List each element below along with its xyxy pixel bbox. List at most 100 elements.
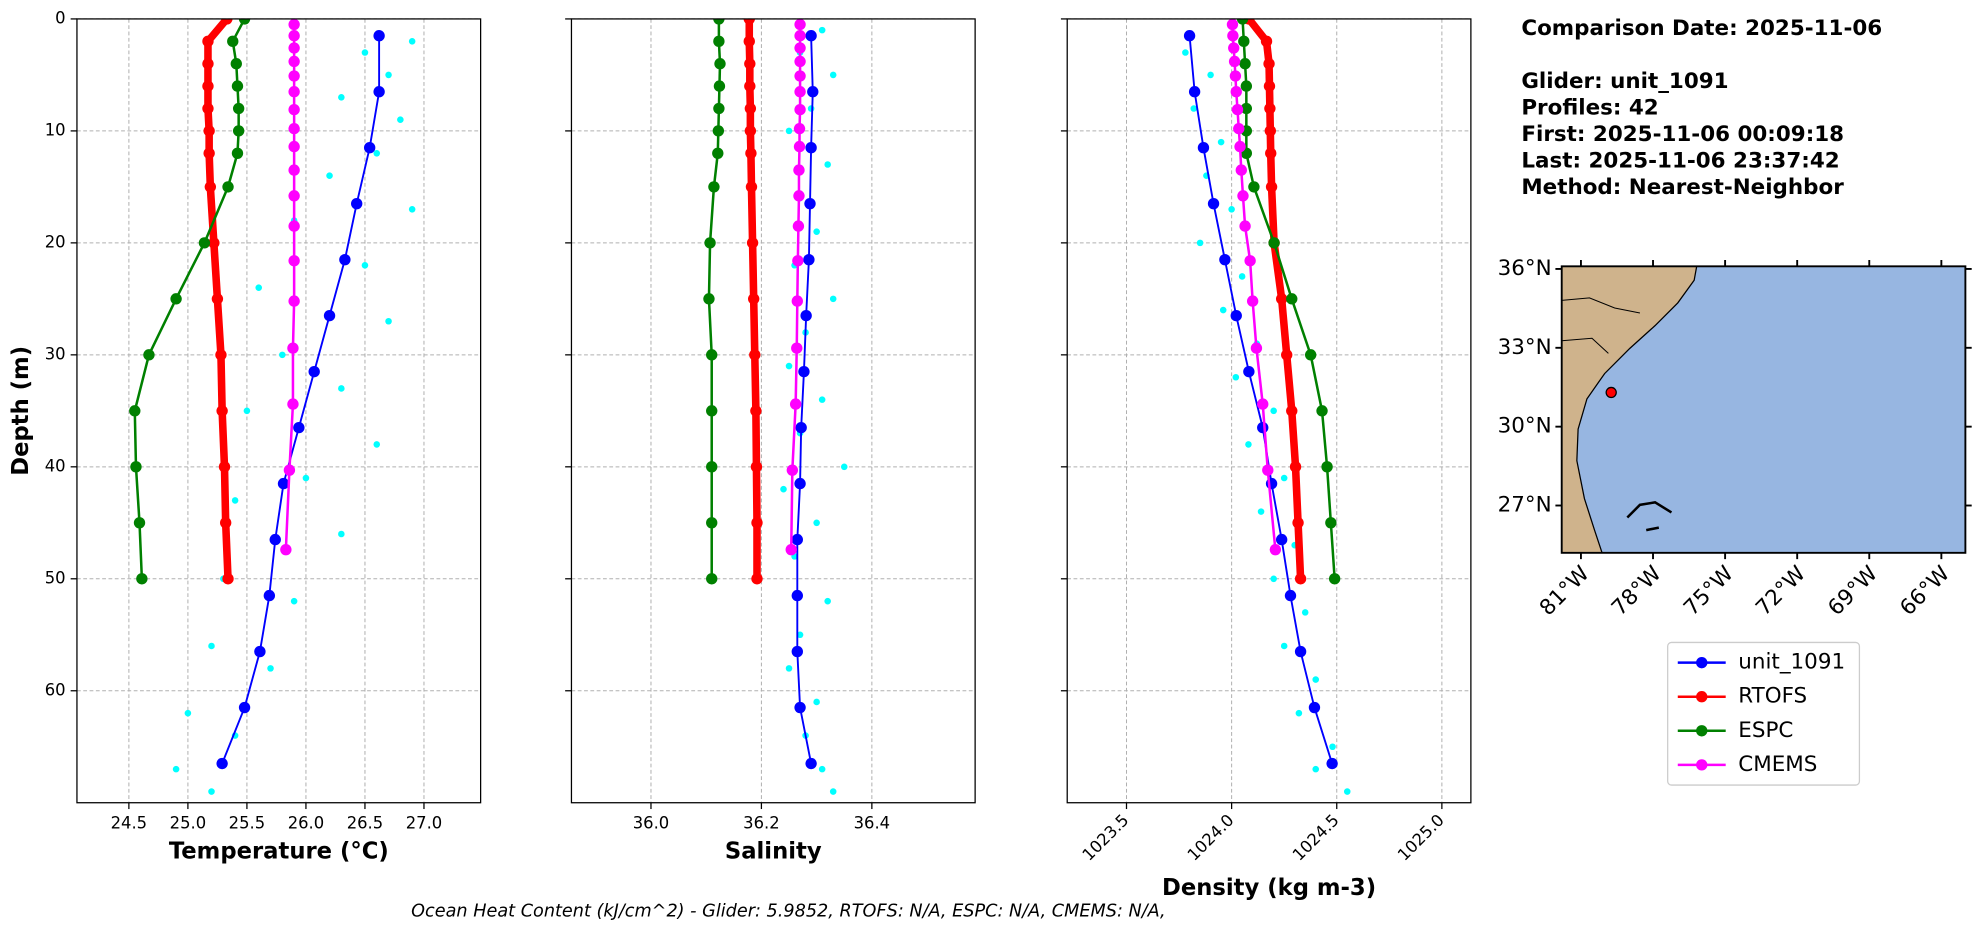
series-marker xyxy=(202,58,214,70)
series-marker xyxy=(1207,198,1220,210)
scatter-point xyxy=(818,26,826,34)
series-marker xyxy=(1275,533,1288,546)
scatter-point xyxy=(231,497,239,504)
series-marker xyxy=(791,645,803,658)
scatter-point xyxy=(1312,765,1320,773)
series-marker xyxy=(791,295,803,307)
series-marker xyxy=(288,190,300,202)
x-tick-label: 36.4 xyxy=(854,814,890,833)
series-marker xyxy=(232,125,245,137)
series-marker xyxy=(1237,190,1249,202)
x-tick-label: 26.0 xyxy=(288,814,324,833)
border xyxy=(1561,297,1641,354)
map xyxy=(1561,266,1966,553)
scatter-point xyxy=(208,788,215,795)
series-marker xyxy=(373,86,385,98)
series-marker xyxy=(800,309,812,322)
info-line: Comparison Date: 2025-11-06 xyxy=(1521,16,1882,41)
series-marker xyxy=(203,147,215,159)
series-marker xyxy=(1219,253,1231,266)
scatter-point xyxy=(1238,273,1246,280)
x-tick-label: 78°W xyxy=(1607,561,1667,621)
series-marker xyxy=(254,645,266,658)
series-marker xyxy=(1257,421,1269,434)
x-tick-label: 69°W xyxy=(1823,561,1883,621)
info-line: Method: Nearest-Neighbor xyxy=(1521,175,1844,200)
scatter-point xyxy=(302,474,310,482)
scatter-point xyxy=(1257,508,1265,515)
series-marker xyxy=(203,125,215,137)
scatter-point xyxy=(373,150,381,157)
scatter-point xyxy=(813,698,820,706)
series-marker xyxy=(351,198,363,210)
series-marker xyxy=(1197,142,1210,154)
series-marker xyxy=(204,181,217,193)
series-marker xyxy=(708,181,720,193)
scatter-point xyxy=(385,71,392,79)
series-marker xyxy=(1265,147,1277,159)
series-marker xyxy=(222,573,234,585)
series-marker xyxy=(339,253,351,266)
x-tick-label: 72°W xyxy=(1751,561,1811,621)
scatter-point xyxy=(1329,743,1336,751)
y-tick-label: 10 xyxy=(45,120,66,139)
series-marker xyxy=(263,589,276,602)
series-marker xyxy=(795,421,807,434)
islands xyxy=(1626,501,1673,532)
scatter-point xyxy=(208,642,215,650)
scatter-point xyxy=(1232,373,1240,381)
series-marker xyxy=(794,70,806,82)
series-marker xyxy=(1239,58,1251,70)
series-marker xyxy=(794,103,806,116)
y-tick-label: 36°N xyxy=(1498,256,1552,281)
scatter-point xyxy=(785,362,793,370)
series-marker xyxy=(218,461,231,473)
series-marker xyxy=(1236,18,1249,25)
series-marker xyxy=(1244,255,1256,267)
series-marker xyxy=(1188,86,1201,98)
series-marker xyxy=(1260,35,1273,48)
legend-label: unit_1091 xyxy=(1738,650,1845,675)
scatter-point xyxy=(824,161,831,168)
scatter-point xyxy=(1182,49,1189,56)
scatter-point xyxy=(279,351,286,359)
glider-location xyxy=(1605,386,1617,399)
series-line xyxy=(1188,35,1334,764)
series-marker xyxy=(805,142,817,154)
scatter-point xyxy=(818,396,826,403)
series-marker xyxy=(703,293,715,305)
series-marker xyxy=(1238,35,1250,48)
series-marker xyxy=(288,164,300,176)
series-marker xyxy=(1230,309,1242,322)
series-marker xyxy=(1228,55,1241,68)
scatter-point xyxy=(1219,306,1227,314)
series-marker xyxy=(1264,102,1276,115)
scatter-point xyxy=(243,407,251,415)
scatter-point xyxy=(1343,788,1351,795)
series-marker xyxy=(1257,398,1269,410)
series-marker xyxy=(713,18,725,25)
series-marker xyxy=(232,102,245,115)
series-marker xyxy=(222,181,234,193)
series-marker xyxy=(1292,517,1304,529)
scatter-point xyxy=(385,317,392,325)
x-tick-label: 1023.5 xyxy=(1079,810,1133,864)
series-marker xyxy=(712,125,725,137)
series-marker xyxy=(1326,757,1338,770)
series-marker xyxy=(216,757,228,770)
series-marker xyxy=(704,237,716,249)
series-marker xyxy=(744,125,757,137)
series-marker xyxy=(288,220,300,232)
scatter-point xyxy=(1270,575,1277,583)
scatter-point xyxy=(397,116,404,123)
series-marker xyxy=(1231,103,1244,116)
axes-frame xyxy=(76,18,482,804)
series-marker xyxy=(746,237,759,249)
scatter-point xyxy=(785,127,793,135)
series-marker xyxy=(1308,701,1321,714)
series-marker xyxy=(713,102,725,115)
series-marker xyxy=(293,421,305,434)
y-tick-label: 40 xyxy=(45,456,66,475)
legend-marker xyxy=(1696,759,1708,771)
series-marker xyxy=(227,35,239,48)
